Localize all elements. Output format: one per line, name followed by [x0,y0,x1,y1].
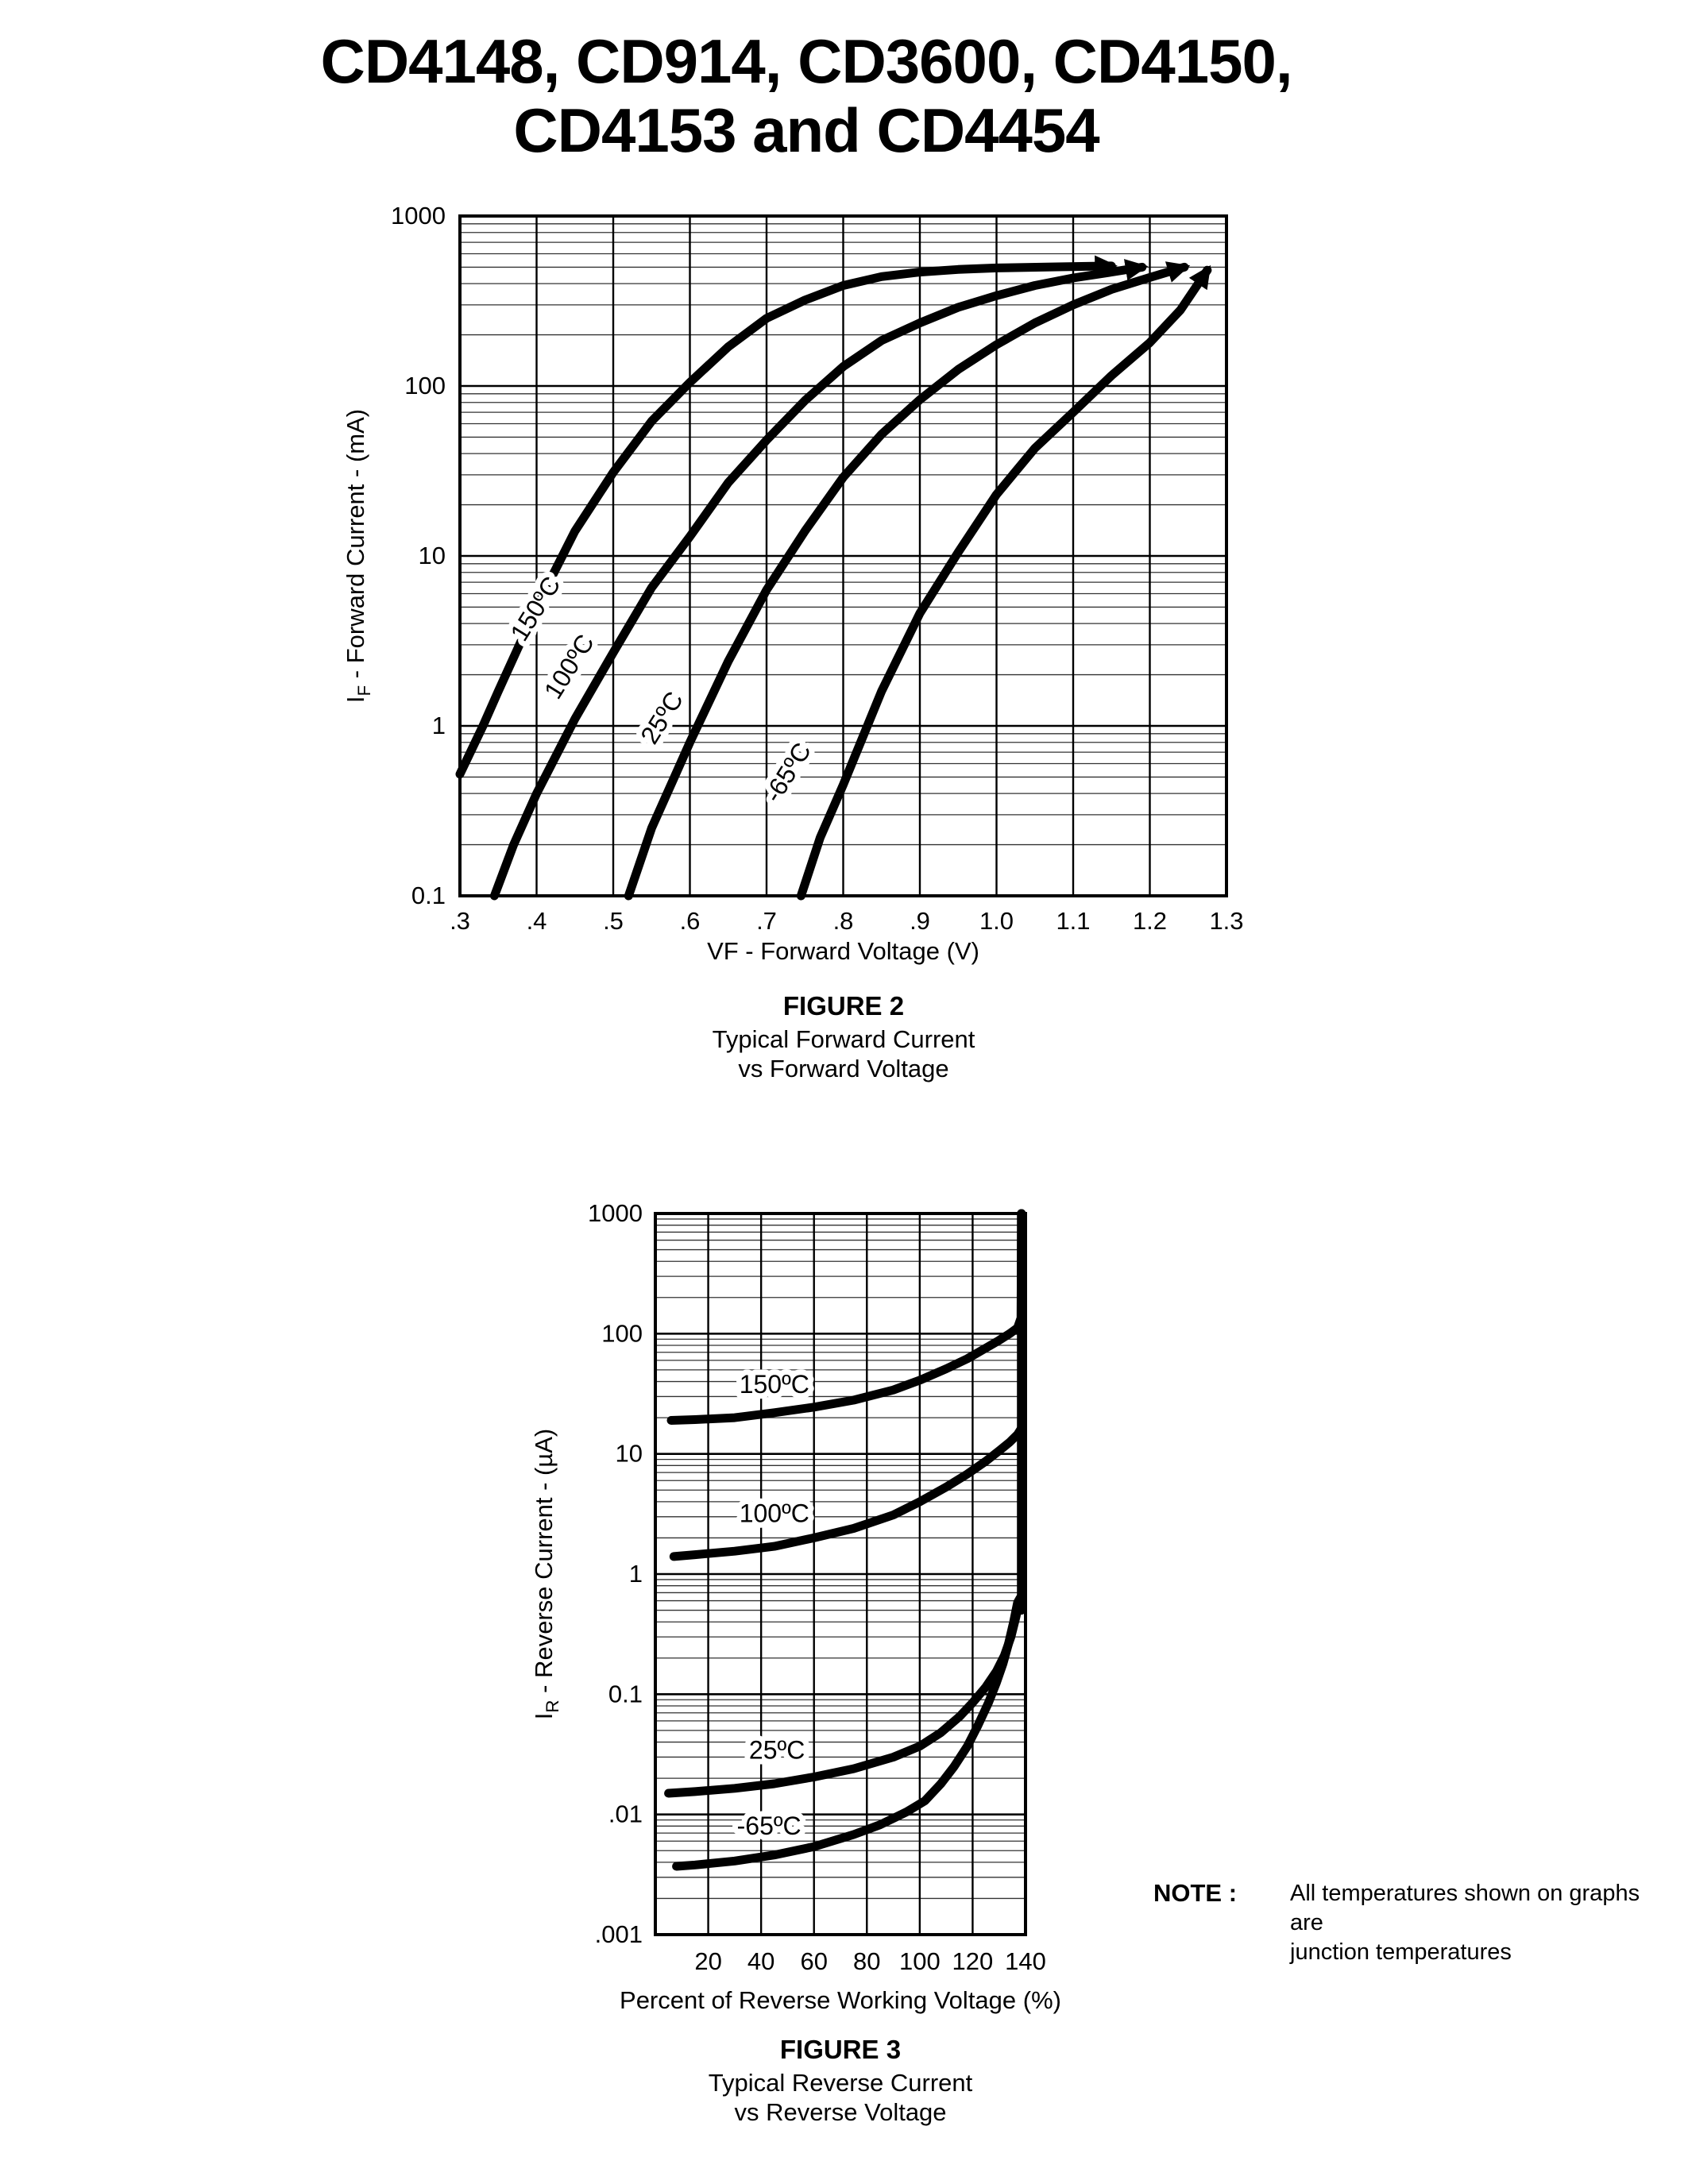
fig3-curve-100C [669,1425,1026,1561]
figure2-chart: 1000 100 10 1 0.1.3 .4 .5 .6 .7 .8 .9 1.0 1.1 1.2 1.3 V… [302,179,1319,985]
fig2-x-axis-label: VF - Forward Voltage (V) [707,937,979,965]
note-block: NOTE : All temperatures shown on graphs … [1153,1879,1678,1967]
figure3-caption: FIGURE 3 Typical Reverse Current vs Reve… [523,2035,1158,2127]
fig2-curve-100C [489,259,1149,901]
fig3-curve-label-25C: 25ºC [749,1736,805,1765]
note-text: All temperatures shown on graphs are jun… [1290,1879,1678,1967]
svg-text:0.1: 0.1 [608,1680,643,1707]
fig3-grid [654,1212,1027,1936]
svg-text:.4: .4 [527,907,547,935]
fig2-curve-150C [455,255,1118,779]
note-text-line2: junction temperatures [1290,1939,1512,1966]
fig3-curve-label--65C: -65ºC [737,1812,802,1840]
svg-text:100: 100 [404,372,446,399]
svg-text:.8: .8 [833,907,854,935]
fig3-y-tick-labels: 1000 100 10 1 0.1 .01 .001 [588,1199,643,1948]
svg-text:.6: .6 [680,907,701,935]
svg-text:40: 40 [747,1947,774,1975]
svg-text:10: 10 [616,1440,643,1468]
page-title-line2: CD4153 and CD4454 [513,95,1099,166]
svg-text:1000: 1000 [588,1199,643,1227]
figure2-caption-title: FIGURE 2 [782,991,905,1021]
svg-text:60: 60 [800,1947,827,1975]
fig2-curve-25C [624,261,1191,901]
svg-text:1000: 1000 [391,202,446,230]
svg-text:.5: .5 [603,907,624,935]
fig2-y-axis-label: IF - Forward Current - (mA) [342,409,374,703]
svg-text:1.1: 1.1 [1056,907,1090,935]
svg-text:100: 100 [601,1319,643,1347]
fig3-curve-label-100C: 100ºC [740,1499,809,1528]
fig2-grid [458,214,1228,897]
svg-text:.001: .001 [595,1920,643,1948]
svg-text:1: 1 [432,712,446,739]
fig2-curve-label-25C: 25ºC [635,686,689,749]
fig2-curve--65C [796,264,1212,901]
figure2-caption-sub2: vs Forward Voltage [738,1054,949,1082]
svg-text:100: 100 [899,1947,941,1975]
fig3-curve-150C [666,1209,1026,1425]
figure3-chart: 1000 100 10 1 0.1 .01 .001 20 40 60 80 100 120 140 Per… [477,1163,1112,2021]
note-text-line1: All temperatures shown on graphs are [1290,1881,1640,1936]
fig3-y-axis-label: IR - Reverse Current - (µA) [530,1429,562,1719]
fig2-x-tick-labels: .3 .4 .5 .6 .7 .8 .9 1.0 1.1 1.2 1.3 [450,907,1243,935]
fig3-curve--65C [672,1593,1025,1871]
svg-text:10: 10 [419,542,446,569]
figure3-caption-title: FIGURE 3 [779,2035,902,2064]
svg-text:1.2: 1.2 [1133,907,1167,935]
note-label: NOTE : [1153,1879,1238,1907]
svg-text:20: 20 [694,1947,721,1975]
page-title: CD4148, CD914, CD3600, CD4150, CD4153 an… [119,26,1493,166]
page-title-line1: CD4148, CD914, CD3600, CD4150, [320,26,1292,96]
fig3-x-tick-labels: 20 40 60 80 100 120 140 [694,1947,1046,1975]
fig3-svg: 1000 100 10 1 0.1 .01 .001 20 40 60 80 100 120 140 Per… [530,1199,1061,2014]
svg-text:80: 80 [853,1947,880,1975]
figure3-caption-sub1: Typical Reverse Current [708,2068,973,2097]
svg-text:1: 1 [629,1560,643,1588]
svg-text:1.3: 1.3 [1209,907,1243,935]
svg-text:0.1: 0.1 [411,882,446,909]
svg-text:.3: .3 [450,907,470,935]
figure2-caption-sub1: Typical Forward Current [712,1024,975,1053]
fig2-y-tick-labels: 1000 100 10 1 0.1 [391,202,446,909]
svg-text:.9: .9 [910,907,930,935]
figure2-caption: FIGURE 2 Typical Forward Current vs Forw… [462,991,1225,1083]
figure3-caption-sub2: vs Reverse Voltage [734,2097,947,2126]
fig3-x-axis-label: Percent of Reverse Working Voltage (%) [620,1986,1061,2014]
svg-text:.01: .01 [608,1800,643,1828]
svg-text:120: 120 [952,1947,994,1975]
svg-text:.7: .7 [756,907,777,935]
fig2-svg: 1000 100 10 1 0.1.3 .4 .5 .6 .7 .8 .9 1.0 1.1 1.2 1.3 V… [342,202,1244,965]
svg-text:1.0: 1.0 [979,907,1014,935]
svg-text:140: 140 [1005,1947,1046,1975]
fig3-curve-label-150C: 150ºC [740,1370,809,1399]
